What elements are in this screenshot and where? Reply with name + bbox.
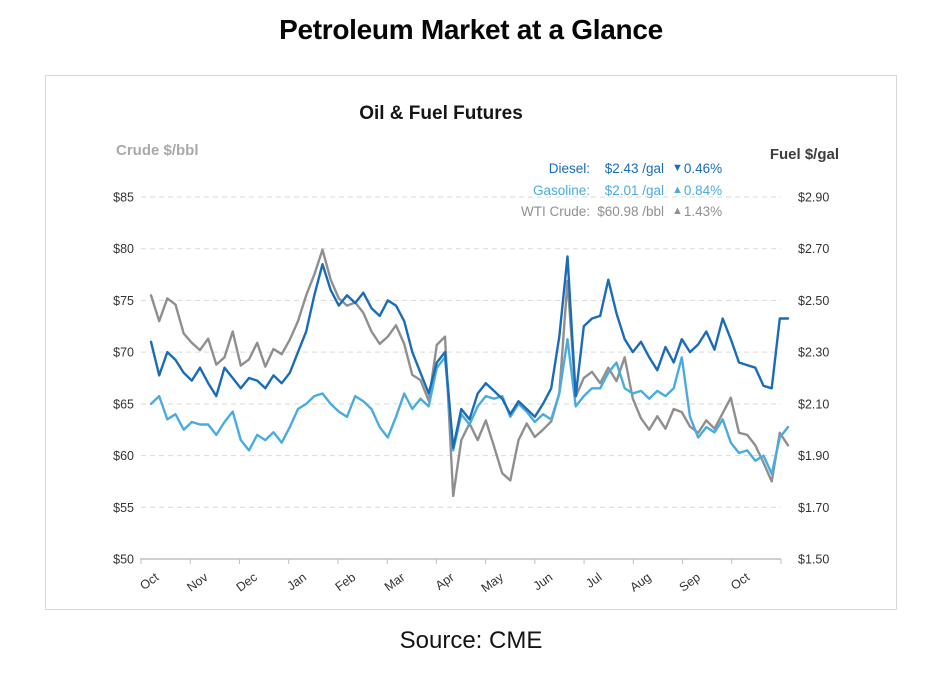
line-chart: $85 $2.90 $80 $2.70 $75 $2.50 $70 $2.30 $65 $2.10… [113, 191, 829, 596]
legend-item-wti-crude: WTI Crude: $60.98 /bbl ▲ 1.43% [486, 201, 722, 223]
left-axis-tick-label: $70 [113, 346, 134, 360]
x-axis-month-label: Jan [285, 570, 310, 593]
legend-change: ▲ 1.43% [672, 201, 722, 223]
x-axis-month-label: Aug [627, 570, 653, 594]
left-axis-tick-label: $55 [113, 501, 134, 515]
right-axis-tick-label: $2.90 [798, 191, 829, 205]
legend-change: ▲ 0.84% [672, 180, 722, 202]
left-axis-tick-label: $50 [113, 553, 134, 567]
legend-value: $2.43 /gal [604, 161, 664, 176]
legend: Diesel: $2.43 /gal ▼ 0.46% Gasoline: $2.0… [486, 158, 722, 223]
legend-label: WTI Crude: [520, 204, 590, 219]
legend-label: Diesel: [548, 161, 590, 176]
legend-item-gasoline: Gasoline: $2.01 /gal ▲ 0.84% [486, 180, 722, 202]
x-axis-month-label: Nov [184, 570, 211, 595]
x-axis-month-label: Sep [677, 570, 703, 594]
legend-change: ▼ 0.46% [672, 158, 722, 180]
x-axis-month-label: Oct [137, 570, 161, 593]
x-axis-month-label: Jul [583, 570, 604, 591]
right-axis-tick-label: $1.70 [798, 501, 829, 515]
chart-card: Oil & Fuel Futures Crude $/bbl Fuel $/ga… [45, 75, 897, 610]
legend-change-pct: 0.46% [683, 161, 723, 176]
right-axis-tick-label: $1.90 [798, 449, 829, 463]
triangle-down-icon: ▼ [672, 162, 683, 174]
left-axis-title: Crude $/bbl [116, 142, 199, 159]
legend-value: $60.98 /bbl [597, 204, 664, 219]
legend-change-pct: 0.84% [683, 182, 723, 198]
x-axis-month-label: May [479, 570, 507, 596]
x-axis-month-label: Jun [531, 570, 556, 593]
right-axis-tick-label: $2.30 [798, 346, 829, 360]
x-axis-month-label: Feb [333, 570, 359, 594]
right-axis-tick-label: $1.50 [798, 553, 829, 567]
triangle-up-icon: ▲ [672, 183, 683, 196]
legend-item-diesel: Diesel: $2.43 /gal ▼ 0.46% [486, 158, 722, 180]
right-axis-tick-label: $2.10 [798, 397, 829, 411]
left-axis-tick-label: $65 [113, 397, 134, 411]
left-axis-tick-label: $60 [113, 449, 134, 463]
legend-value: $2.01 /gal [604, 182, 664, 198]
series-line-gasoline [149, 338, 790, 475]
page-title: Petroleum Market at a Glance [279, 14, 663, 45]
chart-title: Oil & Fuel Futures [359, 103, 523, 124]
right-axis-tick-label: $2.70 [798, 242, 829, 256]
legend-change-pct: 1.43% [683, 204, 723, 219]
series-line-wti-crude [149, 248, 790, 498]
legend-label: Gasoline: [532, 182, 590, 198]
left-axis-tick-label: $80 [113, 242, 134, 256]
left-axis-tick-label: $75 [113, 294, 134, 308]
triangle-up-icon: ▲ [672, 205, 683, 217]
source-caption: Source: CME [399, 627, 543, 654]
right-axis-title: Fuel $/gal [769, 146, 839, 163]
x-axis-month-label: Apr [433, 570, 457, 593]
x-axis-month-label: Mar [382, 570, 408, 594]
series-line-diesel [149, 255, 790, 449]
x-axis-month-label: Oct [728, 570, 752, 593]
x-axis-month-label: Dec [234, 570, 260, 594]
right-axis-tick-label: $2.50 [798, 294, 829, 308]
left-axis-tick-label: $85 [113, 191, 134, 205]
